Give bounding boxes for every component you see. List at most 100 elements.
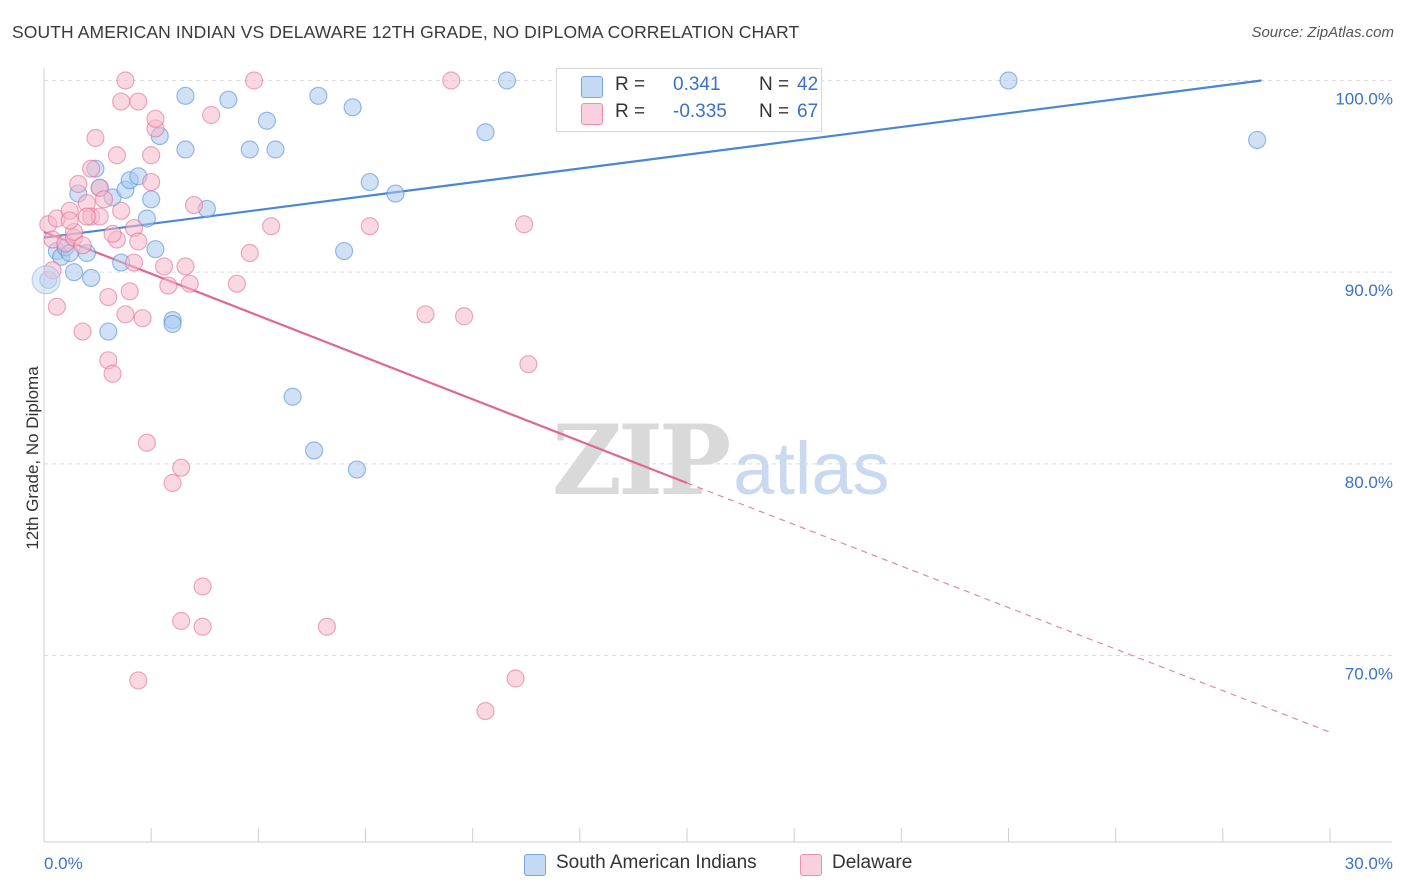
point-delaware xyxy=(47,297,66,316)
point-delaware xyxy=(133,309,152,328)
point-south-american-indians xyxy=(257,111,277,130)
point-delaware xyxy=(69,174,88,194)
x-tick-label: 0.0% xyxy=(44,854,83,873)
point-south-american-indians xyxy=(99,322,118,341)
point-delaware xyxy=(184,195,204,215)
trend-line-south-american-indians xyxy=(43,79,1262,239)
point-delaware xyxy=(112,201,131,220)
point-south-american-indians xyxy=(476,123,495,142)
point-delaware xyxy=(416,305,435,324)
gridlines xyxy=(44,80,1392,656)
point-delaware xyxy=(146,109,165,128)
point-south-american-indians xyxy=(64,263,84,282)
point-delaware xyxy=(142,172,161,192)
legend-n-value: 67 xyxy=(797,101,819,122)
y-tick-label: 70.0% xyxy=(1345,665,1393,684)
watermark-atlas: atlas xyxy=(733,427,890,510)
watermark: ZIPatlas xyxy=(552,404,889,517)
point-south-american-indians xyxy=(1248,130,1267,150)
point-cluster xyxy=(31,265,61,295)
point-delaware xyxy=(506,669,525,688)
point-delaware xyxy=(519,355,538,374)
point-delaware xyxy=(107,146,126,165)
point-delaware xyxy=(515,215,534,234)
point-south-american-indians xyxy=(163,314,182,334)
point-south-american-indians xyxy=(304,441,324,460)
x-tick-label: 30.0% xyxy=(1345,854,1393,873)
point-delaware xyxy=(137,433,156,452)
y-tick-label: 90.0% xyxy=(1345,281,1393,300)
point-delaware xyxy=(154,257,174,276)
point-delaware xyxy=(159,276,178,295)
point-delaware xyxy=(193,577,212,596)
point-south-american-indians xyxy=(146,240,165,259)
point-delaware xyxy=(60,211,79,230)
point-delaware xyxy=(202,105,221,125)
legend-r-label: R = xyxy=(615,101,646,122)
point-south-american-indians xyxy=(343,98,362,117)
point-south-american-indians xyxy=(360,172,379,192)
point-delaware xyxy=(163,473,182,493)
watermark-zip: ZIP xyxy=(552,404,731,517)
point-delaware xyxy=(120,282,139,301)
point-delaware xyxy=(227,274,246,293)
point-delaware xyxy=(103,224,122,243)
chart-title: SOUTH AMERICAN INDIAN VS DELAWARE 12TH G… xyxy=(12,22,800,42)
legend-n-value: 42 xyxy=(797,74,819,95)
point-delaware xyxy=(94,190,114,209)
point-delaware xyxy=(442,71,461,90)
legend-n-label: N = xyxy=(759,101,790,122)
y-tick-label: 80.0% xyxy=(1345,473,1393,492)
legend-r-value: -0.335 xyxy=(673,101,727,122)
point-delaware xyxy=(360,217,379,236)
point-delaware xyxy=(73,322,92,341)
point-delaware xyxy=(476,701,495,721)
source-credit: Source: ZipAtlas.com xyxy=(1251,24,1394,41)
point-south-american-indians xyxy=(386,184,405,203)
point-delaware xyxy=(124,253,144,272)
point-delaware xyxy=(180,274,199,293)
point-delaware xyxy=(86,128,105,148)
point-south-american-indians xyxy=(497,71,517,90)
point-delaware xyxy=(240,243,259,263)
point-delaware xyxy=(112,92,131,111)
point-delaware xyxy=(116,71,135,90)
point-south-american-indians xyxy=(219,90,238,109)
point-south-american-indians xyxy=(82,268,101,288)
point-south-american-indians xyxy=(176,140,195,159)
point-delaware xyxy=(129,92,148,111)
point-south-american-indians xyxy=(334,241,354,261)
legend-swatch-blue xyxy=(524,854,546,876)
point-south-american-indians xyxy=(142,190,161,209)
trend-line-delaware-extension xyxy=(686,482,1331,733)
point-delaware xyxy=(73,236,92,255)
y-tick-label: 100.0% xyxy=(1335,90,1393,109)
legend-r-value: 0.341 xyxy=(673,74,721,95)
point-delaware xyxy=(176,257,195,276)
y-axis-title: 12th Grade, No Diploma xyxy=(23,366,42,550)
point-delaware xyxy=(317,617,337,636)
data-points xyxy=(31,71,1267,721)
point-delaware xyxy=(77,207,96,226)
legend-label: Delaware xyxy=(832,852,913,873)
legend-swatch-pink xyxy=(581,103,603,125)
point-delaware xyxy=(244,71,264,90)
trend-line-delaware xyxy=(43,230,688,485)
point-south-american-indians xyxy=(176,86,195,105)
point-south-american-indians xyxy=(999,71,1018,90)
legend-swatch-blue xyxy=(581,76,603,98)
point-delaware xyxy=(129,232,148,251)
point-delaware xyxy=(116,305,135,324)
point-delaware xyxy=(99,287,118,307)
point-south-american-indians xyxy=(283,387,302,406)
point-south-american-indians xyxy=(240,140,259,159)
stats-legend: R = 0.341 N = 42 R = -0.335 N = 67 xyxy=(556,68,822,132)
point-south-american-indians xyxy=(309,86,328,105)
point-delaware xyxy=(262,217,281,236)
point-delaware xyxy=(172,458,191,477)
axes xyxy=(43,68,1392,843)
point-south-american-indians xyxy=(347,460,367,479)
legend-label: South American Indians xyxy=(556,852,757,873)
tick-labels: 100.0% 90.0% 80.0% 70.0% 0.0% 30.0% xyxy=(44,90,1393,874)
